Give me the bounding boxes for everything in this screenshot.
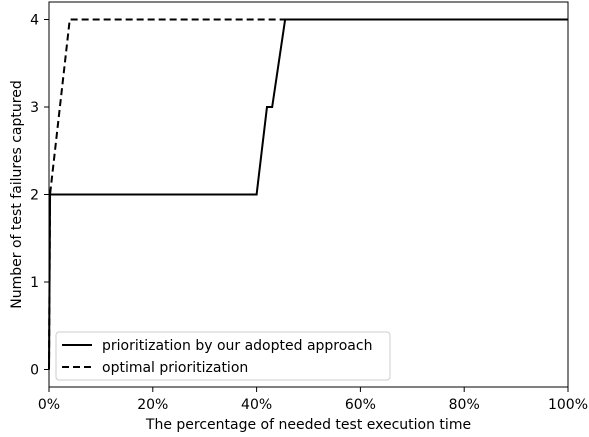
series-line-adopted-approach [48, 18, 568, 370]
y-tick-label: 4 [30, 13, 39, 29]
y-axis-label: Number of test failures captured [9, 80, 25, 308]
legend-box [55, 331, 391, 381]
x-axis-label: The percentage of needed test execution … [145, 417, 471, 433]
axes: 0% 20% 40% 60% 80% 100% 0 1 2 3 4 [30, 1, 588, 413]
x-tick-label: 20% [137, 397, 168, 413]
legend-label-adopted-approach: prioritization by our adopted approach [102, 338, 372, 354]
x-tick-label: 40% [241, 397, 272, 413]
y-tick-label: 3 [30, 100, 39, 116]
legend: prioritization by our adopted approach o… [55, 331, 391, 381]
x-tick-label: 80% [449, 397, 480, 413]
legend-label-optimal: optimal prioritization [102, 360, 248, 376]
plot-area [48, 18, 568, 370]
y-tick-label: 1 [30, 275, 39, 291]
x-tick-label: 100% [548, 397, 588, 413]
x-tick-label: 60% [345, 397, 376, 413]
series-line-optimal [48, 18, 568, 370]
y-tick-label: 0 [30, 363, 39, 379]
y-tick-label: 2 [30, 188, 39, 204]
x-tick-label: 0% [38, 397, 60, 413]
